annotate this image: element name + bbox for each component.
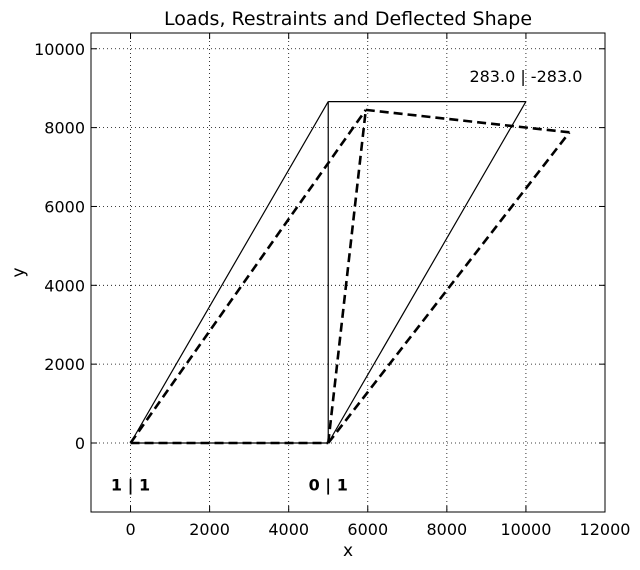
x-axis-label: x [343,541,353,561]
load-label: 283.0 | -283.0 [469,67,582,86]
axis-ticks: 0 2000 4000 6000 8000 10000 12000 0 2000 4000 6000… [34,33,630,539]
y-tick-label: 6000 [44,197,85,216]
restraint-label: 1 | 1 [111,475,150,495]
y-tick-label: 0 [75,434,85,453]
x-tick-label: 12000 [580,520,631,539]
x-tick-label: 8000 [426,520,467,539]
plot-lines [129,100,571,445]
chart-title: Loads, Restraints and Deflected Shape [164,8,532,30]
x-tick-label: 0 [125,520,135,539]
y-tick-label: 10000 [34,40,85,59]
deflected-shape-segment [327,131,571,444]
x-tick-label: 4000 [268,520,309,539]
y-axis-label: y [9,267,29,277]
deflected-shape-segment [326,109,368,444]
deflected-shape-segment [129,109,367,444]
plot-frame [90,32,606,513]
y-tick-label: 2000 [44,355,85,374]
deflected-shape-segment [365,108,570,134]
y-tick-label: 8000 [44,119,85,138]
structure-member-segment [130,101,329,444]
structure-member-segment [327,101,527,444]
y-tick-label: 4000 [44,276,85,295]
annotations: 283.0 | -283.0 1 | 1 0 | 1 [111,67,582,495]
x-tick-label: 6000 [347,520,388,539]
restraint-label: 0 | 1 [309,475,348,495]
x-tick-label: 2000 [189,520,230,539]
x-tick-label: 10000 [500,520,551,539]
